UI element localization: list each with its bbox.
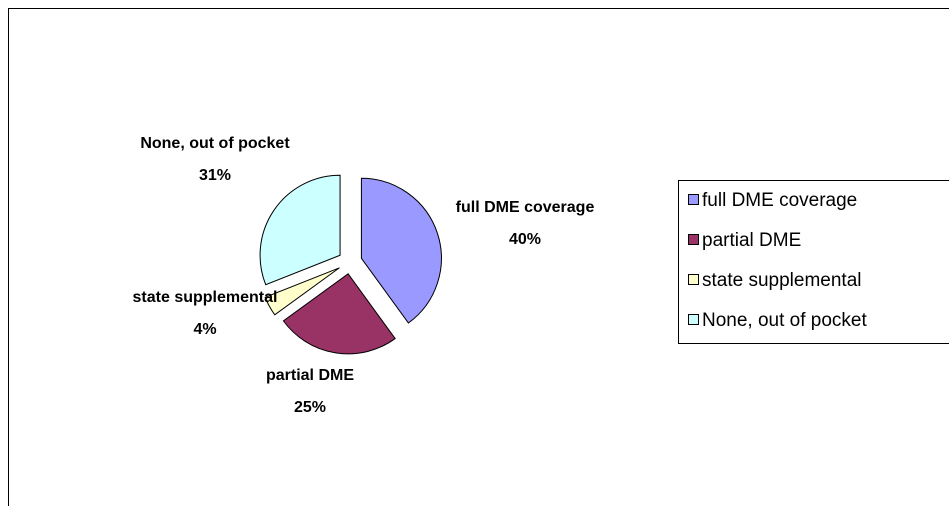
pie-slice bbox=[264, 267, 340, 316]
legend-box bbox=[678, 180, 949, 344]
legend: full DME coverage partial DME state supple… bbox=[688, 190, 867, 331]
data-label-text: partial DME bbox=[265, 367, 354, 384]
data-label: partial DME 25% bbox=[230, 360, 390, 424]
chart-border bbox=[8, 8, 949, 506]
data-label-text: 31% bbox=[198, 167, 232, 184]
data-label-text: full DME coverage bbox=[455, 199, 595, 216]
data-label-text: 4% bbox=[193, 321, 217, 338]
data-label-text: 25% bbox=[293, 399, 327, 416]
legend-swatch bbox=[688, 194, 699, 205]
legend-label: None, out of pocket bbox=[702, 310, 867, 331]
pie-slice bbox=[259, 174, 341, 286]
pie-slice bbox=[282, 273, 396, 355]
data-label: None, out of pocket 31% bbox=[140, 128, 290, 192]
data-label-text: state supplemental bbox=[132, 289, 278, 306]
legend-swatch bbox=[688, 234, 699, 245]
legend-swatch bbox=[688, 314, 699, 325]
data-label-text: None, out of pocket bbox=[140, 135, 290, 152]
data-label: full DME coverage 40% bbox=[420, 192, 630, 256]
data-label-text: 40% bbox=[508, 231, 542, 248]
legend-label: partial DME bbox=[702, 230, 801, 251]
legend-label: full DME coverage bbox=[702, 190, 857, 211]
data-label: state supplemental 4% bbox=[130, 282, 280, 346]
pie-slice bbox=[360, 177, 442, 324]
legend-label: state supplemental bbox=[702, 270, 862, 291]
legend-swatch bbox=[688, 274, 699, 285]
